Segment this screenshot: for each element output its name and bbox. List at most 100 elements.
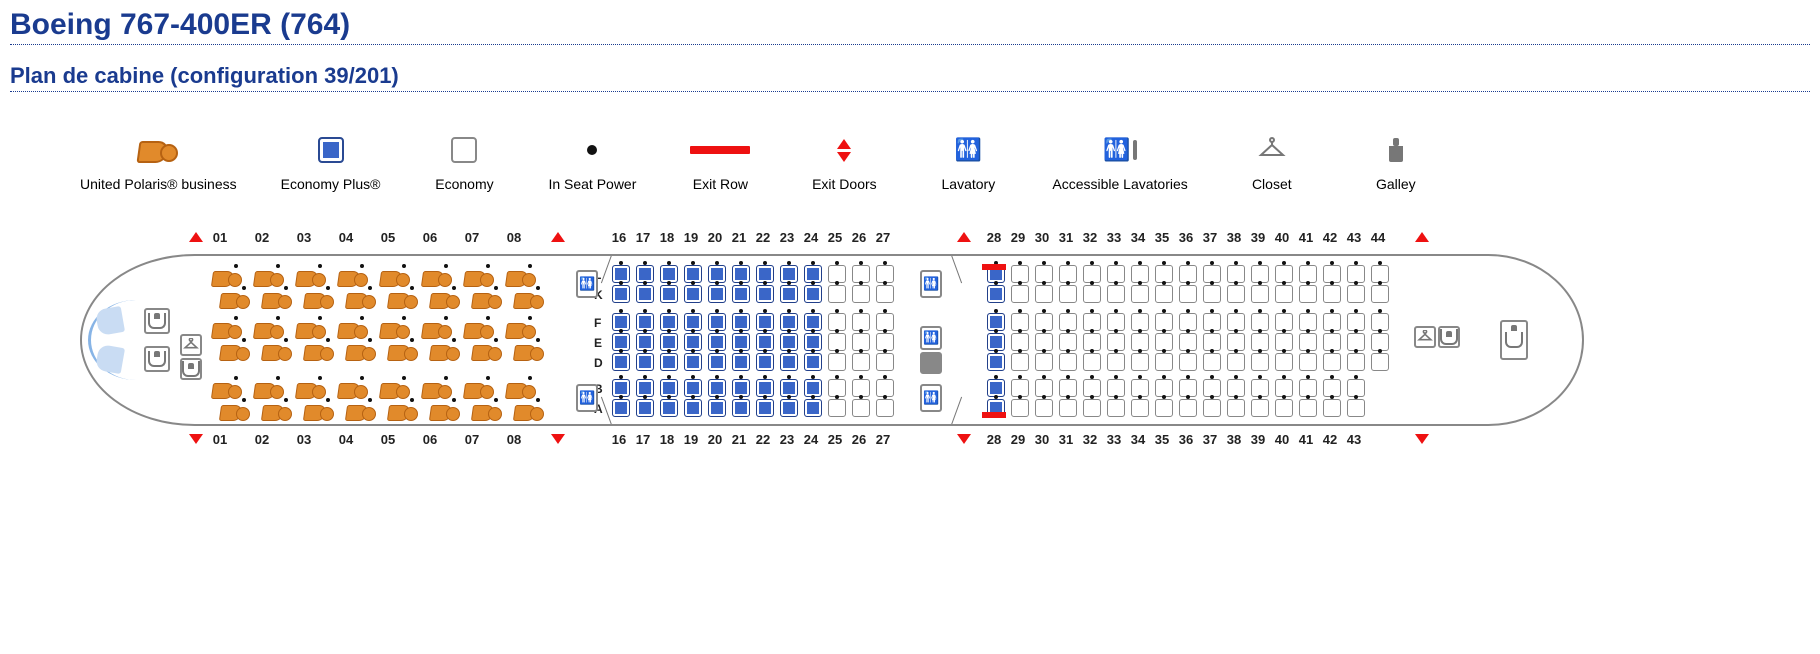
power-dot-icon [1330,261,1334,265]
power-dot-icon [1354,309,1358,313]
seat-economy [1299,399,1317,417]
col-num: 08 [507,230,521,245]
legend-item-power: In Seat Power [548,132,636,194]
seat-economy-plus [684,353,702,371]
seat-polaris [212,270,242,288]
accessible-lavatory-icon [920,352,942,374]
power-dot-icon [1042,309,1046,313]
seat-economy [1155,285,1173,303]
power-dot-icon [1090,349,1094,353]
partition-line [951,254,962,283]
seat-economy [1275,399,1293,417]
legend-item-lavatory: 🚻Lavatory [928,132,1008,194]
legend-item-econ: Economy [424,132,504,194]
power-dot-icon [1090,395,1094,399]
lavatory-icon: 🚻 [576,384,598,412]
power-dot-icon [494,286,498,290]
seat-economy [1203,399,1221,417]
power-dot-icon [643,329,647,333]
power-dot-icon [1354,261,1358,265]
col-num: 18 [660,230,674,245]
col-num: 02 [255,432,269,447]
seat-polaris [430,404,460,422]
col-num: 35 [1155,432,1169,447]
lavatory-icon: 🚻 [920,384,942,412]
power-dot-icon [763,309,767,313]
power-dot-icon [715,375,719,379]
col-num: 32 [1083,230,1097,245]
power-dot-icon [1066,281,1070,285]
seat-economy-plus [756,399,774,417]
col-num: 18 [660,432,674,447]
power-dot-icon [859,395,863,399]
power-dot-icon [1210,375,1214,379]
power-dot-icon [284,286,288,290]
power-dot-icon [234,376,238,380]
power-dot-icon [1018,375,1022,379]
power-dot-icon [787,281,791,285]
seat-polaris [472,404,502,422]
col-num: 08 [507,432,521,447]
cockpit-icon [88,300,139,380]
col-num: 38 [1227,230,1241,245]
seatmap: 0102030405060708161718192021222324252627… [80,230,1740,450]
lavatory-icon: 🚻 [920,270,942,298]
power-dot-icon [883,261,887,265]
col-num: 21 [732,230,746,245]
seat-economy [1203,353,1221,371]
power-icon [587,132,597,168]
acc_lav-icon: 🚻 [1103,132,1137,168]
col-num: 03 [297,432,311,447]
seat-polaris [388,404,418,422]
power-dot-icon [1018,281,1022,285]
seat-polaris [388,344,418,362]
exit-row-bar-icon [982,412,1006,418]
power-dot-icon [1042,349,1046,353]
col-num: 39 [1251,230,1265,245]
col-num: 24 [804,432,818,447]
power-dot-icon [763,329,767,333]
power-dot-icon [1066,329,1070,333]
power-dot-icon [619,261,623,265]
power-dot-icon [318,264,322,268]
closet-icon [180,334,202,356]
col-num: 29 [1011,230,1025,245]
seat-economy [1179,285,1197,303]
seat-polaris [296,322,326,340]
seat-economy-plus [732,399,750,417]
col-num: 05 [381,230,395,245]
col-num: 42 [1323,432,1337,447]
seat-economy [1131,353,1149,371]
seat-economy [1155,399,1173,417]
galley-icon [1500,320,1528,360]
power-dot-icon [1114,309,1118,313]
power-dot-icon [234,264,238,268]
seat-economy-plus [660,399,678,417]
lavatory-icon: 🚻 [576,270,598,298]
seat-economy [876,399,894,417]
power-dot-icon [242,338,246,342]
col-num: 28 [987,230,1001,245]
power-dot-icon [994,375,998,379]
seat-polaris [254,322,284,340]
exit-door-triangle-icon [957,232,971,242]
seat-polaris [472,344,502,362]
col-num: 36 [1179,230,1193,245]
power-dot-icon [994,309,998,313]
power-dot-icon [444,376,448,380]
seat-economy-plus [636,399,654,417]
power-dot-icon [763,395,767,399]
power-dot-icon [1186,261,1190,265]
power-dot-icon [410,286,414,290]
exit-door-triangle-icon [551,434,565,444]
power-dot-icon [1186,309,1190,313]
power-dot-icon [1186,329,1190,333]
col-num: 19 [684,432,698,447]
legend-item-exit_doors: Exit Doors [804,132,884,194]
power-dot-icon [486,376,490,380]
power-dot-icon [835,261,839,265]
power-dot-icon [1330,375,1334,379]
power-dot-icon [1042,395,1046,399]
seat-economy [1251,353,1269,371]
seat-economy [876,285,894,303]
